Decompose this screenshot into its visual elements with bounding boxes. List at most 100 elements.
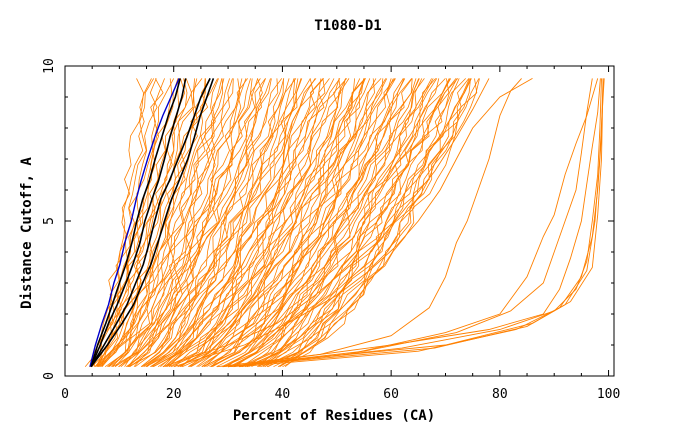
background-series-line: [224, 78, 405, 368]
background-series-line: [120, 78, 247, 368]
background-outlier-line: [222, 78, 604, 368]
background-series-line: [177, 78, 361, 368]
background-series-line: [97, 78, 195, 367]
background-series-line: [179, 78, 347, 368]
background-outlier-line: [238, 78, 604, 368]
background-series-line: [231, 78, 420, 368]
background-series-line: [108, 78, 230, 368]
background-series-line: [251, 78, 451, 368]
background-series-line: [128, 78, 253, 367]
highlight-series-line: [90, 78, 187, 368]
background-series-line: [145, 78, 303, 368]
x-tick-label: 40: [275, 387, 291, 402]
background-series-line: [140, 78, 284, 368]
background-series-line: [201, 78, 387, 368]
background-series-line: [90, 78, 144, 367]
background-series-line: [133, 78, 263, 367]
background-series-line: [160, 78, 315, 368]
axes: 0 20 40 60 80 100 0 5 10: [42, 58, 620, 402]
background-series-line: [145, 78, 299, 368]
background-series-line: [157, 78, 324, 368]
background-series-line: [89, 78, 152, 367]
y-tick-label: 10: [42, 58, 57, 74]
background-series-line: [210, 78, 392, 368]
background-series-line: [124, 78, 251, 367]
background-series-line: [273, 78, 472, 368]
background-series-line: [221, 78, 417, 368]
background-series-line: [174, 78, 341, 367]
background-series-line: [167, 78, 330, 368]
background-series-line: [150, 78, 311, 368]
background-series-line: [241, 78, 434, 368]
background-series-line: [246, 78, 446, 368]
background-outlier-line: [217, 78, 522, 368]
x-tick-label: 20: [166, 387, 182, 402]
background-outlier-line: [228, 78, 605, 368]
y-tick-label: 0: [42, 372, 57, 380]
background-series-line: [164, 78, 335, 368]
highlight-series-line: [90, 78, 211, 368]
background-series-line: [204, 78, 377, 367]
x-tick-label: 80: [492, 387, 508, 402]
background-outlier-line: [173, 78, 533, 368]
background-series-line: [143, 78, 290, 368]
y-axis-label: Distance Cutoff, A: [19, 157, 35, 309]
background-series-line: [99, 78, 211, 367]
background-series-line: [141, 78, 283, 368]
background-series-line: [210, 78, 396, 368]
background-series-line: [150, 78, 302, 368]
background-series-line: [211, 78, 394, 368]
background-series-line: [277, 78, 471, 368]
background-series-line: [118, 78, 243, 367]
background-outlier-line: [228, 78, 599, 368]
x-tick-label: 100: [597, 387, 620, 402]
x-tick-label: 0: [61, 387, 69, 402]
background-series-line: [188, 78, 365, 368]
background-series-line: [112, 78, 218, 367]
background-series-line: [284, 78, 480, 368]
background-series-line: [118, 78, 248, 368]
highlight-series-line: [90, 78, 215, 368]
y-tick-label: 5: [42, 217, 57, 225]
background-series-line: [232, 78, 423, 368]
background-outlier-line: [228, 78, 593, 368]
background-series-line: [142, 78, 297, 368]
highlight-series-line: [90, 78, 181, 367]
background-series-line: [190, 78, 371, 368]
background-series-line: [94, 78, 198, 367]
highlight-series-group: [89, 78, 215, 368]
background-series-line: [89, 78, 165, 367]
background-series-line: [224, 78, 413, 368]
background-series-line: [258, 78, 452, 367]
background-series-line: [128, 78, 271, 368]
background-series-group: [84, 78, 605, 368]
background-series-line: [264, 78, 458, 368]
chart-title: T1080-D1: [314, 18, 381, 34]
background-series-line: [104, 78, 219, 368]
x-tick-label: 60: [383, 387, 399, 402]
background-series-line: [209, 78, 396, 368]
background-series-line: [108, 78, 234, 368]
background-series-line: [282, 78, 478, 368]
background-series-line: [125, 78, 261, 368]
background-series-line: [111, 78, 223, 367]
x-axis-label: Percent of Residues (CA): [233, 408, 435, 424]
background-series-line: [203, 78, 388, 368]
background-outlier-line: [162, 78, 490, 368]
background-series-line: [267, 78, 470, 368]
background-series-line: [257, 78, 457, 368]
background-series-line: [196, 78, 366, 368]
background-series-line: [145, 78, 285, 368]
background-series-line: [279, 78, 480, 368]
background-series-line: [84, 78, 158, 367]
background-series-line: [114, 78, 225, 367]
background-series-line: [168, 78, 322, 367]
background-outlier-line: [228, 78, 601, 368]
background-series-line: [153, 78, 316, 368]
background-series-line: [164, 78, 326, 368]
background-series-line: [152, 78, 317, 368]
background-series-line: [163, 78, 325, 367]
background-series-line: [201, 78, 375, 368]
background-series-line: [146, 78, 295, 368]
